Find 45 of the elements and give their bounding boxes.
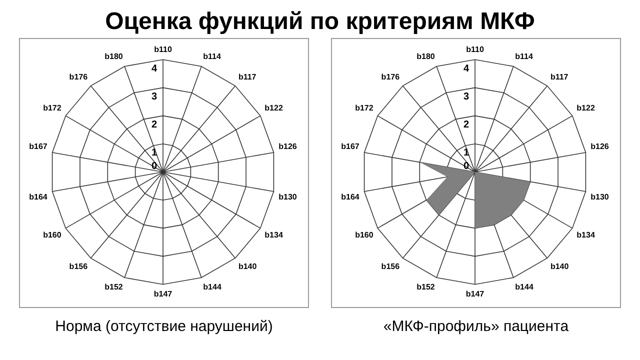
chart-title: Оценка функций по критериям МКФ (104, 8, 536, 37)
spoke-label: b130 (590, 192, 610, 202)
spoke-label: b176 (69, 72, 88, 82)
spoke-label: b130 (278, 192, 298, 202)
spoke-label: b140 (238, 262, 258, 271)
spoke-label: b147 (466, 289, 485, 298)
spoke-label: b160 (355, 230, 374, 240)
spoke-label: b134 (576, 230, 596, 240)
spoke-label: b152 (416, 282, 436, 292)
spoke-label: b126 (590, 142, 610, 152)
spoke-label: b167 (29, 142, 48, 152)
spoke-label: b172 (43, 104, 62, 113)
y-tick-label: 4 (463, 63, 470, 74)
spoke-label: b180 (104, 52, 124, 62)
text: «МКФ-профиль» пациента (382, 318, 570, 335)
spoke-label: b152 (104, 282, 124, 292)
spoke-label: b134 (264, 230, 284, 240)
spoke-label: b176 (381, 72, 400, 82)
spoke-label: b110 (466, 45, 484, 54)
spoke-label: b156 (381, 262, 400, 271)
y-tick-label: 3 (463, 91, 470, 102)
spoke-label: b114 (203, 52, 222, 62)
y-tick-label: 4 (151, 63, 158, 74)
spoke-label: b117 (238, 72, 257, 82)
text: Норма (отсутствие нарушений) (54, 318, 274, 335)
spoke-label: b164 (341, 192, 360, 202)
spoke-label: b140 (550, 262, 570, 271)
spoke-label: b144 (515, 282, 534, 292)
spoke-label: b147 (154, 289, 173, 298)
spoke-label: b156 (69, 262, 88, 271)
spoke-label: b180 (416, 52, 436, 62)
spoke-label: b126 (278, 142, 298, 152)
spoke-label: b122 (576, 104, 596, 113)
y-tick-label: 2 (463, 120, 470, 131)
y-tick-label: 2 (151, 120, 158, 131)
spoke-label: b167 (341, 142, 360, 152)
spoke-label: b117 (550, 72, 569, 82)
spoke-label: b172 (355, 104, 374, 113)
y-tick-label: 3 (151, 91, 158, 102)
spoke-label: b110 (154, 45, 172, 54)
spoke-label: b160 (43, 230, 62, 240)
spoke-label: b164 (29, 192, 48, 202)
spoke-label: b144 (203, 282, 222, 292)
spoke-label: b114 (515, 52, 534, 62)
spoke-label: b122 (264, 104, 284, 113)
